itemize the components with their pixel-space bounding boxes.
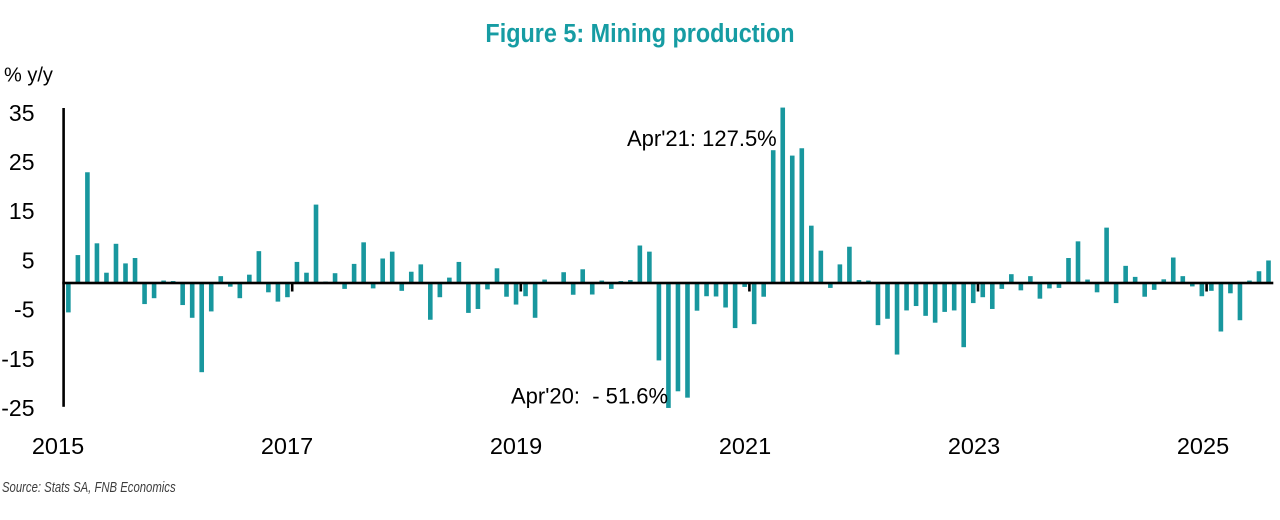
svg-text:% y/y: % y/y bbox=[4, 65, 53, 87]
svg-text:5: 5 bbox=[22, 247, 35, 273]
svg-text:-5: -5 bbox=[14, 297, 34, 323]
svg-text:2025: 2025 bbox=[1177, 433, 1229, 459]
svg-text:-25: -25 bbox=[1, 395, 34, 421]
svg-text:Apr'20: - 51.6%: Apr'20: - 51.6% bbox=[511, 384, 668, 409]
svg-text:25: 25 bbox=[9, 149, 35, 175]
svg-text:Apr'21: 127.5%: Apr'21: 127.5% bbox=[627, 126, 777, 151]
svg-text:2015: 2015 bbox=[32, 433, 84, 459]
svg-text:2019: 2019 bbox=[490, 433, 542, 459]
svg-text:-15: -15 bbox=[1, 346, 34, 372]
svg-text:2017: 2017 bbox=[261, 433, 313, 459]
svg-text:Figure 5: Mining production: Figure 5: Mining production bbox=[485, 20, 794, 48]
svg-text:2023: 2023 bbox=[948, 433, 1000, 459]
svg-text:35: 35 bbox=[9, 100, 35, 126]
svg-text:2021: 2021 bbox=[719, 433, 771, 459]
svg-text:15: 15 bbox=[9, 198, 35, 224]
svg-text:Source: Stats SA, FNB Economic: Source: Stats SA, FNB Economics bbox=[2, 478, 176, 495]
